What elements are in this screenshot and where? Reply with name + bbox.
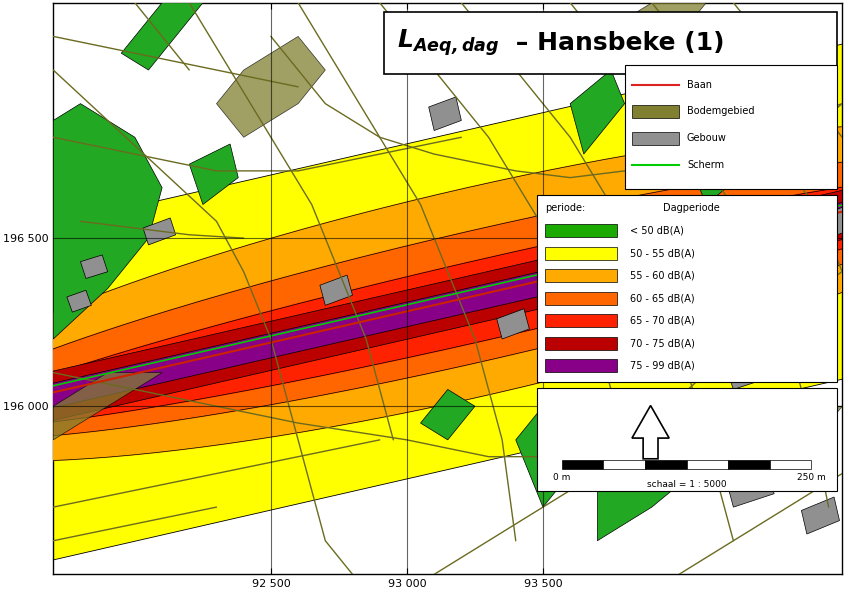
Text: – Hansbeke (1): – Hansbeke (1) bbox=[506, 31, 723, 55]
Polygon shape bbox=[679, 272, 787, 339]
Polygon shape bbox=[496, 309, 528, 339]
Polygon shape bbox=[724, 352, 773, 390]
Polygon shape bbox=[0, 170, 844, 427]
Polygon shape bbox=[420, 390, 474, 440]
Text: 55 - 60 dB(A): 55 - 60 dB(A) bbox=[629, 271, 694, 281]
Polygon shape bbox=[822, 201, 844, 238]
Polygon shape bbox=[570, 70, 624, 154]
Polygon shape bbox=[67, 290, 91, 312]
Polygon shape bbox=[800, 497, 838, 534]
Polygon shape bbox=[53, 104, 162, 339]
Polygon shape bbox=[216, 36, 325, 137]
Text: 250 m: 250 m bbox=[796, 473, 825, 482]
Polygon shape bbox=[733, 406, 841, 474]
Polygon shape bbox=[80, 255, 107, 278]
Polygon shape bbox=[790, 302, 830, 339]
Polygon shape bbox=[746, 218, 800, 272]
Polygon shape bbox=[703, 90, 744, 131]
Text: schaal = 1 : 5000: schaal = 1 : 5000 bbox=[646, 480, 726, 489]
Text: Scherm: Scherm bbox=[686, 160, 723, 169]
Text: < 50 dB(A): < 50 dB(A) bbox=[629, 226, 683, 236]
Polygon shape bbox=[143, 218, 176, 245]
Text: 70 - 75 dB(A): 70 - 75 dB(A) bbox=[629, 339, 694, 348]
Polygon shape bbox=[515, 390, 597, 507]
Text: Dagperiode: Dagperiode bbox=[663, 204, 719, 213]
Polygon shape bbox=[0, 152, 844, 439]
Text: 0 m: 0 m bbox=[553, 473, 570, 482]
Text: periode:: periode: bbox=[544, 204, 585, 213]
Polygon shape bbox=[776, 137, 814, 178]
Text: Bodemgebied: Bodemgebied bbox=[686, 107, 754, 116]
Text: Baan: Baan bbox=[686, 80, 711, 89]
Text: 65 - 70 dB(A): 65 - 70 dB(A) bbox=[629, 316, 694, 326]
Polygon shape bbox=[564, 238, 597, 272]
Polygon shape bbox=[0, 123, 844, 461]
Polygon shape bbox=[692, 137, 746, 204]
Text: 60 - 65 dB(A): 60 - 65 dB(A) bbox=[629, 294, 693, 303]
Polygon shape bbox=[53, 372, 162, 440]
Text: Gebouw: Gebouw bbox=[686, 133, 726, 143]
Text: $\mathregular{L_{Aeq,dag}}$: $\mathregular{L_{Aeq,dag}}$ bbox=[397, 28, 499, 58]
Polygon shape bbox=[189, 144, 238, 204]
Polygon shape bbox=[597, 440, 692, 540]
Polygon shape bbox=[428, 97, 461, 131]
Text: 75 - 99 dB(A): 75 - 99 dB(A) bbox=[629, 361, 694, 371]
Text: 50 - 55 dB(A): 50 - 55 dB(A) bbox=[629, 249, 694, 258]
Polygon shape bbox=[727, 474, 773, 507]
Polygon shape bbox=[122, 3, 203, 70]
Polygon shape bbox=[320, 275, 352, 305]
Polygon shape bbox=[597, 3, 706, 70]
